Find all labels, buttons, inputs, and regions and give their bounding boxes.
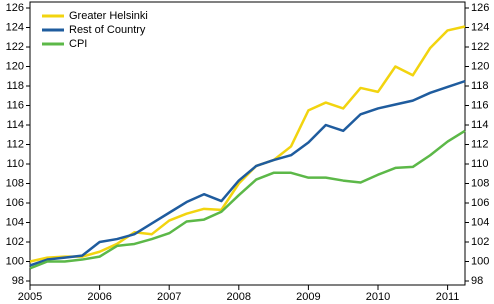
y2-tick-label: 102	[471, 236, 489, 248]
y-tick-label: 98	[12, 275, 24, 287]
y2-tick-label: 100	[471, 255, 489, 267]
legend-label: Rest of Country	[69, 24, 146, 36]
series-line	[29, 79, 466, 267]
y-tick-label: 102	[6, 236, 24, 248]
x-tick-label: 2009	[296, 291, 320, 303]
y-tick-label: 110	[6, 158, 24, 170]
plot-frame	[29, 1, 466, 286]
x-tick-label: 2006	[87, 291, 111, 303]
y2-tick-label: 122	[471, 41, 489, 53]
y2-tick-label: 118	[471, 80, 489, 92]
y2-tick-label: 104	[471, 216, 489, 228]
y-tick-label: 100	[6, 255, 24, 267]
y-tick-label: 112	[6, 138, 24, 150]
y2-tick-label: 108	[471, 177, 489, 189]
x-tick-label: 2010	[366, 291, 390, 303]
y-tick-label: 104	[6, 216, 24, 228]
y2-tick-label: 106	[471, 197, 489, 209]
y2-tick-label: 98	[471, 275, 483, 287]
y2-tick-label: 124	[471, 21, 489, 33]
legend-label: Greater Helsinki	[69, 10, 148, 22]
y2-tick-label: 126	[471, 2, 489, 14]
y-tick-label: 116	[6, 99, 24, 111]
y2-tick-label: 112	[471, 138, 489, 150]
series-line	[29, 129, 466, 270]
y2-tick-label: 120	[471, 60, 489, 72]
legend-label: CPI	[69, 38, 87, 50]
x-tick-label: 2008	[227, 291, 251, 303]
y-tick-label: 118	[6, 80, 24, 92]
y-tick-label: 108	[6, 177, 24, 189]
y-tick-label: 124	[6, 21, 24, 33]
y-tick-label: 126	[6, 2, 24, 14]
y-tick-label: 114	[6, 119, 24, 131]
y-tick-label: 122	[6, 41, 24, 53]
y-tick-label: 106	[6, 197, 24, 209]
x-tick-label: 2005	[18, 291, 42, 303]
y2-tick-label: 114	[471, 119, 489, 131]
y-tick-label: 120	[6, 60, 24, 72]
y2-tick-label: 110	[471, 158, 489, 170]
x-tick-label: 2007	[157, 291, 181, 303]
y2-tick-label: 116	[471, 99, 489, 111]
series-line	[29, 25, 466, 263]
x-tick-label: 2011	[436, 291, 460, 303]
